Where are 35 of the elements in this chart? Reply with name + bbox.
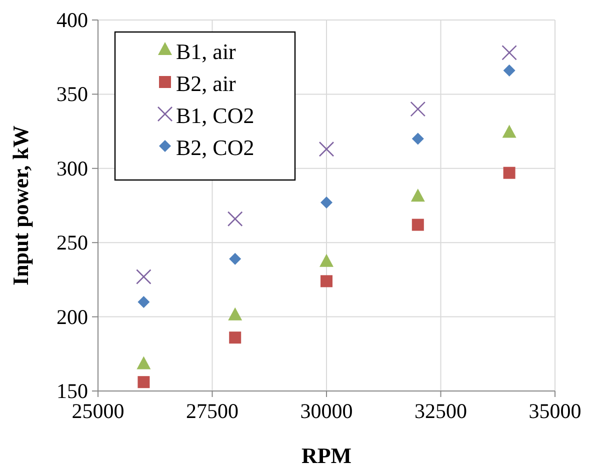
y-tick-label: 400 bbox=[56, 8, 88, 32]
point bbox=[229, 332, 242, 344]
x-tick-label: 32500 bbox=[414, 399, 467, 423]
point bbox=[138, 376, 150, 388]
x-tick-label: 35000 bbox=[528, 399, 582, 423]
point bbox=[138, 296, 150, 308]
point bbox=[412, 132, 424, 145]
x-axis-title: RPM bbox=[301, 443, 352, 468]
x-tick-label: 30000 bbox=[300, 399, 353, 423]
point bbox=[502, 124, 516, 138]
y-tick-label: 350 bbox=[56, 82, 88, 106]
point bbox=[228, 307, 242, 320]
point bbox=[503, 64, 516, 76]
point bbox=[227, 211, 243, 227]
point bbox=[136, 356, 151, 370]
legend-label: B1, CO2 bbox=[176, 103, 254, 128]
legend-label: B2, air bbox=[176, 71, 237, 96]
point bbox=[320, 196, 332, 209]
point bbox=[229, 252, 242, 265]
point bbox=[136, 269, 152, 284]
point bbox=[410, 101, 426, 117]
y-tick-label: 300 bbox=[56, 156, 88, 180]
y-axis-title: Input power, kW bbox=[8, 126, 33, 286]
legend-label: B2, CO2 bbox=[176, 135, 254, 160]
point bbox=[502, 45, 517, 60]
legend-label: B1, air bbox=[176, 39, 237, 64]
y-tick-label: 250 bbox=[56, 230, 88, 255]
point bbox=[320, 275, 332, 288]
point bbox=[410, 188, 425, 202]
point bbox=[412, 218, 424, 231]
point bbox=[318, 141, 334, 157]
point bbox=[503, 166, 516, 179]
y-tick-label: 200 bbox=[56, 304, 88, 329]
x-tick-label: 27500 bbox=[186, 399, 238, 423]
point bbox=[320, 254, 334, 267]
